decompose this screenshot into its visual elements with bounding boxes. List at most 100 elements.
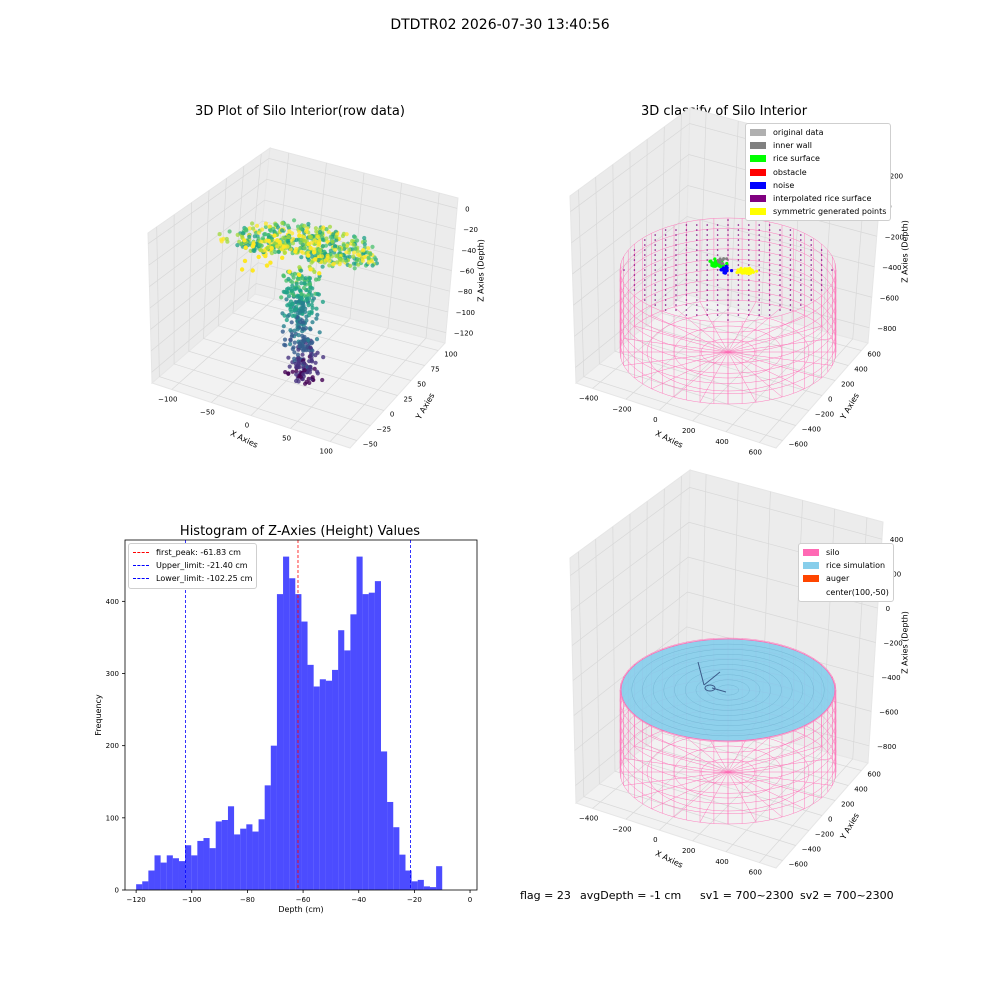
p1-data-point <box>362 235 367 241</box>
p4-rice-mesh-ring <box>674 664 782 716</box>
p1-data-point <box>263 224 268 230</box>
p1-data-point <box>320 299 325 304</box>
p2-z-label: Z Axies (Depth) <box>901 220 910 283</box>
p2-surface-point <box>727 319 729 321</box>
p2-surface-point <box>706 249 708 251</box>
p1-data-point <box>252 234 257 239</box>
p1-data-point <box>303 381 308 386</box>
p2-surface-point <box>737 254 740 256</box>
p4-rice-simulation-surface <box>620 638 836 742</box>
p2-surface-point <box>768 269 771 271</box>
histogram-bar <box>307 664 314 890</box>
p2-surface-point <box>831 269 833 271</box>
histogram-bar <box>240 828 247 890</box>
p1-data-point <box>306 338 311 343</box>
p1-data-point <box>292 307 297 313</box>
p2-surface-point <box>779 304 781 306</box>
p2-x-gridline <box>625 120 739 400</box>
p1-data-point <box>311 250 317 255</box>
p2-surface-point <box>727 309 729 311</box>
p4-x-tick: 400 <box>715 858 728 866</box>
p2-surface-point <box>644 299 646 301</box>
p1-data-point <box>343 255 348 260</box>
p2-surface-point <box>727 249 729 251</box>
p2-symmetric-point <box>755 269 759 273</box>
p2-z-tick: −800 <box>877 325 896 333</box>
p2-surface-point <box>789 289 792 291</box>
p1-data-point <box>306 253 311 258</box>
status-sv1: sv1 = 700~2300 <box>700 889 794 902</box>
p1-data-point <box>366 246 371 251</box>
panel4-3d-simulation: −400−2000200400600−600−400−2000200400600… <box>569 468 910 877</box>
p2-surface-point <box>737 304 740 306</box>
p1-z-tick: −120 <box>454 330 473 338</box>
p1-data-point <box>306 292 311 298</box>
p1-data-point <box>285 303 290 308</box>
p2-surface-point <box>800 279 802 281</box>
p2-surface-point <box>748 289 750 291</box>
p2-surface-point <box>664 289 667 291</box>
p1-point-cloud <box>217 218 379 386</box>
p1-data-point <box>366 260 371 265</box>
p1-data-point <box>312 366 317 371</box>
p1-data-point <box>308 267 313 272</box>
p2-surface-point <box>800 239 802 241</box>
p2-surface-point <box>654 284 656 286</box>
p1-data-point <box>344 243 350 248</box>
p1-data-point <box>243 227 248 232</box>
histogram-bar <box>234 834 241 890</box>
p2-surface-point <box>706 304 708 306</box>
p2-legend-label: interpolated rice surface <box>773 194 872 204</box>
p1-y-gridline <box>173 214 371 426</box>
p1-data-point <box>243 245 248 250</box>
p2-surface-point <box>768 259 771 261</box>
p1-data-point <box>288 299 294 304</box>
p1-data-point <box>303 344 308 349</box>
p2-noise-point <box>719 268 723 272</box>
p2-surface-point <box>800 269 802 271</box>
p2-surface-point <box>768 289 771 291</box>
p2-surface-point <box>789 309 792 311</box>
p3-legend-item: first_peak: -61.83 cm <box>133 546 252 559</box>
histogram-bar <box>166 855 173 890</box>
p1-data-point <box>260 236 265 241</box>
p2-surface-point <box>768 244 771 246</box>
p2-surface-point <box>664 304 667 306</box>
p2-surface-point <box>727 239 729 241</box>
p1-data-point <box>309 235 314 240</box>
p2-surface-point <box>727 274 729 276</box>
histogram-x-tick: −40 <box>351 896 366 904</box>
p2-surface-point <box>758 299 760 301</box>
p2-surface-point <box>800 234 802 236</box>
p2-noise-point <box>723 268 727 273</box>
p2-surface-point <box>789 304 792 306</box>
p2-surface-point <box>685 279 688 281</box>
p4-auger-line <box>711 687 727 693</box>
p1-data-point <box>303 276 308 281</box>
p2-surface-point <box>706 244 708 246</box>
p1-data-point <box>353 246 358 251</box>
histogram-bar <box>374 581 381 890</box>
p2-surface-point <box>696 229 698 231</box>
p2-surface-point <box>716 314 719 316</box>
p1-data-point <box>288 342 293 347</box>
p1-data-point <box>317 230 323 235</box>
p4-y-label: Y Axies <box>838 811 861 841</box>
p2-legend-item: noise <box>750 179 886 192</box>
p2-inner-wall-point <box>721 258 725 262</box>
p2-surface-point <box>644 254 646 256</box>
p2-surface-point <box>654 244 656 246</box>
histogram-bar <box>362 594 369 890</box>
p1-data-point <box>355 238 360 243</box>
p2-surface-point <box>820 289 823 291</box>
p1-data-point <box>268 228 273 233</box>
p2-surface-point <box>820 274 823 276</box>
p2-surface-point <box>675 269 677 271</box>
histogram-bar <box>191 855 198 890</box>
p2-symmetric-point <box>741 268 744 272</box>
p1-data-point <box>251 226 256 231</box>
p1-data-point <box>240 231 245 236</box>
histogram-bar <box>417 879 424 890</box>
p2-surface-point <box>654 289 656 291</box>
p2-surface-point <box>685 239 688 241</box>
